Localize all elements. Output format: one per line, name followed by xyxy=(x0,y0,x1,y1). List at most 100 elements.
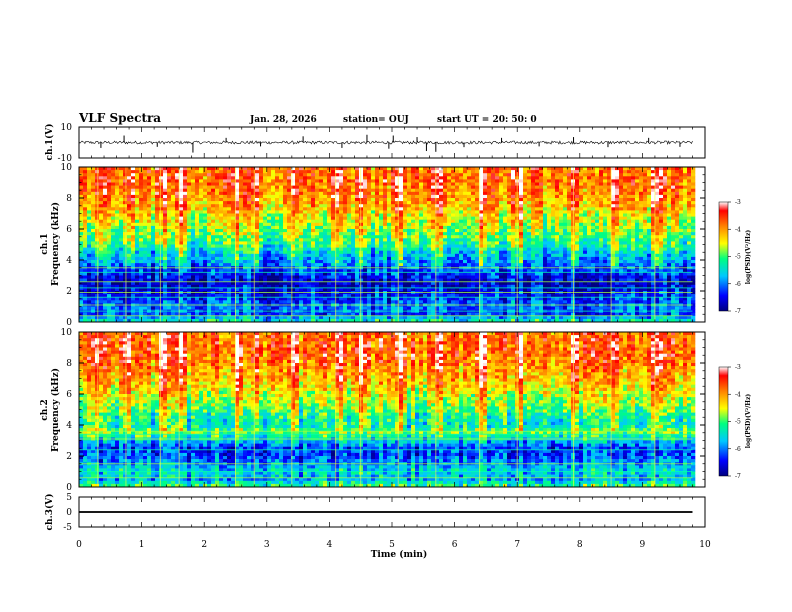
spec1-column-105 xyxy=(499,167,504,322)
spec2-column-100 xyxy=(479,332,484,487)
spec1-column-140 xyxy=(639,167,644,322)
station-label: station= OUJ xyxy=(343,115,409,125)
spec1-column-153 xyxy=(691,167,696,322)
ch1-wave-tick-bottom: -10 xyxy=(58,154,73,164)
spec1-column-28 xyxy=(191,167,196,322)
spec2-column-6 xyxy=(103,332,108,487)
spec1-column-131 xyxy=(603,167,608,322)
spec2-column-117 xyxy=(547,332,552,487)
spec2-column-34 xyxy=(215,332,220,487)
spec2-column-78 xyxy=(391,332,396,487)
ch3-wave-tick-bottom: -5 xyxy=(63,523,72,533)
spec1-column-78 xyxy=(391,167,396,322)
spec2-column-71 xyxy=(363,332,368,487)
spec1-column-149 xyxy=(675,167,680,322)
spec2-column-47 xyxy=(267,332,272,487)
time-tick-8: 8 xyxy=(577,540,583,550)
ch2-spectrogram-image xyxy=(79,332,696,487)
spec1-column-30 xyxy=(199,167,204,322)
spec2-column-128 xyxy=(591,332,596,487)
time-tick-3: 3 xyxy=(264,540,270,550)
spec2-column-107 xyxy=(507,332,512,487)
spec1-column-96 xyxy=(463,167,468,322)
spec1-column-38 xyxy=(231,167,236,322)
ch2-colorbar-tick--7: -7 xyxy=(735,473,741,480)
spec1-column-77 xyxy=(387,167,392,322)
spec1-column-65 xyxy=(339,167,344,322)
ch1-spectrogram-yticks: 0 2 4 6 8 10 xyxy=(61,163,705,328)
spec2-column-105 xyxy=(499,332,504,487)
spec2-column-135 xyxy=(619,332,624,487)
spec1-column-62 xyxy=(327,167,332,322)
spec2-column-22 xyxy=(167,332,172,487)
spec1-column-97 xyxy=(467,167,472,322)
ch3-waveform-panel: 5 0 -5 ch.3(V) xyxy=(44,493,706,533)
spec1-column-74 xyxy=(375,167,380,322)
spec1-column-68 xyxy=(351,167,356,322)
time-tick-9: 9 xyxy=(640,540,646,550)
spec2-column-15 xyxy=(139,332,144,487)
spec2-column-137 xyxy=(627,332,632,487)
spec1-column-116 xyxy=(543,167,548,322)
time-axis-ticks xyxy=(78,127,706,527)
ch2-frequency-ylabel: Frequency (kHz) xyxy=(50,368,61,452)
spec1-column-14 xyxy=(135,167,140,322)
spec1-column-57 xyxy=(307,167,312,322)
ch3-wave-tick-top: 5 xyxy=(66,493,72,503)
ch1-spec-ytick-4: 4 xyxy=(66,256,72,266)
spec1-column-118 xyxy=(551,167,556,322)
start-time-label: start UT = 20: 50: 0 xyxy=(437,115,537,125)
ch1-colorbar-tick--7: -7 xyxy=(735,308,741,315)
spec2-column-144 xyxy=(655,332,660,487)
spec2-column-8 xyxy=(111,332,116,487)
spec2-column-38 xyxy=(231,332,236,487)
spec1-column-47 xyxy=(267,167,272,322)
spec1-column-49 xyxy=(275,167,280,322)
spec1-column-8 xyxy=(111,167,116,322)
spec1-column-44 xyxy=(255,167,260,322)
spec2-column-49 xyxy=(275,332,280,487)
spec1-column-23 xyxy=(171,167,176,322)
ch1-waveform-spikes xyxy=(100,134,681,153)
spec1-column-4 xyxy=(95,167,100,322)
spec1-column-112 xyxy=(527,167,532,322)
spec2-column-139 xyxy=(635,332,640,487)
spec2-column-21 xyxy=(163,332,168,487)
spec1-column-85 xyxy=(419,167,424,322)
spec1-column-134 xyxy=(615,167,620,322)
figure-title: VLF Spectra xyxy=(78,111,161,125)
spec2-column-62 xyxy=(327,332,332,487)
spec1-column-75 xyxy=(379,167,384,322)
spec2-column-83 xyxy=(411,332,416,487)
spec2-column-9 xyxy=(115,332,120,487)
spec1-column-104 xyxy=(495,167,500,322)
ch1-spectrogram-ylabel: ch.1 xyxy=(40,233,50,254)
spec1-column-73 xyxy=(371,167,376,322)
spec2-column-58 xyxy=(311,332,316,487)
ch2-spectrogram-ylabel: ch.2 xyxy=(40,399,50,420)
spec1-column-80 xyxy=(399,167,404,322)
spec1-column-56 xyxy=(303,167,308,322)
ch1-colorbar-ticks: -3 -4 -5 -6 -7 xyxy=(728,199,741,315)
spec1-column-71 xyxy=(363,167,368,322)
spec1-column-87 xyxy=(427,167,432,322)
ch1-spec-ytick-2: 2 xyxy=(66,287,72,297)
spec1-column-91 xyxy=(443,167,448,322)
spec2-column-65 xyxy=(339,332,344,487)
spec1-column-36 xyxy=(223,167,228,322)
spec2-column-55 xyxy=(299,332,304,487)
spec1-column-66 xyxy=(343,167,348,322)
ch2-spec-ytick-4: 4 xyxy=(66,421,72,431)
spec1-column-107 xyxy=(507,167,512,322)
spec1-column-150 xyxy=(679,167,684,322)
ch2-colorbar: -3 -4 -5 -6 -7 log(PSD)(V²/Hz) xyxy=(718,364,752,480)
ch2-spec-ytick-8: 8 xyxy=(66,359,72,369)
ch2-colorbar-tick--6: -6 xyxy=(735,446,741,453)
ch1-spectrogram-image xyxy=(79,167,696,322)
spec1-column-31 xyxy=(203,167,208,322)
spec2-column-126 xyxy=(583,332,588,487)
ch1-colorbar-tick--6: -6 xyxy=(735,281,741,288)
spec2-column-57 xyxy=(307,332,312,487)
ch2-spec-ytick-6: 6 xyxy=(66,390,72,400)
